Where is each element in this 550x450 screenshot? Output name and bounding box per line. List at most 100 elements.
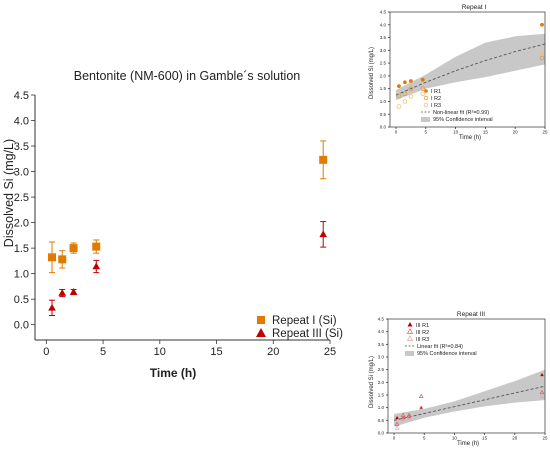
- inset-i-x-tick-label: 0: [395, 130, 398, 135]
- inset-i-y-tick-label: 0.0: [380, 125, 387, 130]
- main-y-tick-label: 4.0: [14, 115, 29, 127]
- main-y-tick-label: 2.0: [14, 217, 29, 229]
- inset-i-x-tick-label: 10: [453, 130, 459, 135]
- main-y-tick-label: 1.5: [14, 243, 29, 255]
- inset-i-x-tick-label: 5: [425, 130, 428, 135]
- main-y-tick-label: 3.0: [14, 166, 29, 178]
- inset-iii-legend: III R1 III R2 III R3 Linear fit (R²=0.84…: [405, 322, 477, 357]
- main-x-tick-label: 5: [100, 346, 106, 358]
- inset-i-y-tick-label: 2.0: [380, 73, 387, 78]
- inset-i-data-point-r2: [402, 91, 408, 97]
- inset-iii-data-point-r2: [418, 393, 424, 398]
- inset-i-y-axis-label: Dissolved Si (mg/L): [369, 47, 375, 99]
- legend-label-iii-band: 95% Confidence interval: [417, 351, 477, 357]
- data-point-repeat-iii: [48, 303, 56, 311]
- inset-iii-data-point-r3: [418, 405, 424, 410]
- inset-i-y-tick-label: 4.5: [380, 10, 387, 15]
- data-point-repeat-i: [69, 244, 78, 253]
- legend-label-iii-r3: III R3: [416, 337, 429, 343]
- inset-i-plot-area: 0 5 10 15 20 25 0.0 0.5 1.0 1.5 2.0 2.5 3.0 3.5 4.0 4.5: [380, 10, 548, 135]
- inset-i-x-tick-label: 20: [513, 130, 519, 135]
- inset-iii-y-tick-label: 2.0: [378, 380, 385, 385]
- inset-iii-x-tick-label: 0: [393, 436, 396, 441]
- inset-i-x-tick-label: 25: [542, 130, 548, 135]
- legend-label-i-band: 95% Confidence interval: [433, 117, 493, 123]
- main-chart-title: Bentonite (NM-600) in Gamble´s solution: [74, 69, 301, 83]
- inset-i-data-point-r1: [403, 80, 407, 85]
- legend-label-iii-fit: Linear fit (R²=0.84): [417, 344, 463, 350]
- inset-i-y-tick-label: 3.5: [380, 35, 387, 40]
- data-point-repeat-i: [92, 242, 101, 251]
- inset-iii-y-axis-label: Dissolved Si (mg/L): [369, 356, 375, 408]
- data-point-repeat-iii: [319, 230, 327, 238]
- legend-marker-iii-r3: [406, 335, 414, 341]
- main-chart: Bentonite (NM-600) in Gamble´s solution …: [2, 69, 343, 380]
- main-chart-plot-area: 0 5 10 15 20 25 0.0 0.5 1.0 1.5 2.0 2.5 3.0 3.5 4.0 4.5: [14, 90, 336, 358]
- inset-iii-x-tick-label: 5: [423, 436, 426, 441]
- legend-marker-repeat-iii: [256, 328, 266, 337]
- main-y-tick-label: 3.5: [14, 141, 29, 153]
- main-x-tick-label: 25: [324, 346, 336, 358]
- inset-iii-x-tick-label: 15: [482, 436, 488, 441]
- legend-label-i-fit: Non-linear fit (R²=0.99): [433, 110, 489, 116]
- inset-iii-y-tick-label: 0.0: [378, 431, 385, 436]
- inset-i-fit-line: [395, 43, 546, 96]
- inset-iii-plot-area: 0 5 10 15 20 25 0.0 0.5 1.0 1.5 2.0 2.5 3.0 3.5 4.0 4.5: [378, 317, 548, 441]
- inset-i-title: Repeat I: [462, 4, 487, 11]
- inset-i-x-tick-label: 15: [483, 130, 489, 135]
- legend-marker-iii-r1: [407, 322, 413, 327]
- main-y-tick-label: 1.0: [14, 268, 29, 280]
- inset-iii-fit-line: [393, 385, 546, 421]
- inset-i-confidence-band: [395, 33, 545, 101]
- inset-iii-data-point-r3: [406, 415, 412, 420]
- inset-i-data-point-r1: [540, 22, 544, 27]
- legend-label-repeat-iii: Repeat III (Si): [272, 328, 343, 340]
- inset-iii-y-tick-label: 3.5: [378, 342, 385, 347]
- inset-i-data-point-r3: [539, 50, 545, 56]
- main-y-tick-label: 4.5: [14, 90, 29, 102]
- legend-marker-i-r2: [423, 95, 429, 101]
- inset-i-y-tick-label: 4.0: [380, 22, 387, 27]
- main-x-tick-label: 15: [210, 346, 222, 358]
- inset-i-x-axis-label: Time (h): [459, 135, 481, 141]
- legend-label-i-r1: I R1: [431, 89, 441, 95]
- inset-i-data-point-r3: [420, 91, 426, 97]
- legend-marker-iii-r2: [406, 328, 414, 334]
- inset-i-y-tick-label: 2.5: [380, 61, 387, 66]
- inset-iii-x-tick-label: 20: [512, 436, 518, 441]
- legend-marker-i-r3: [423, 102, 429, 108]
- data-point-repeat-i: [319, 155, 328, 164]
- legend-marker-i-band: [421, 117, 430, 122]
- inset-iii-y-tick-label: 1.0: [378, 405, 385, 410]
- inset-i-y-tick-label: 3.0: [380, 48, 387, 53]
- legend-marker-repeat-i: [257, 316, 265, 324]
- inset-iii-data-point-r3: [539, 393, 545, 398]
- data-point-repeat-iii: [69, 288, 78, 295]
- inset-chart-repeat-i: Repeat I Time (h) Dissolved Si (mg/L) 0 5…: [369, 4, 548, 141]
- inset-iii-y-tick-label: 0.5: [378, 418, 385, 423]
- inset-iii-data-point-r3: [394, 425, 400, 430]
- inset-i-y-tick-label: 1.5: [380, 86, 387, 91]
- inset-i-data-point-r2: [539, 55, 545, 61]
- inset-iii-x-tick-label: 10: [452, 436, 458, 441]
- inset-chart-repeat-iii: Repeat III Time (h) Dissolved Si (mg/L) …: [369, 311, 548, 447]
- inset-i-data-point-r2: [396, 94, 402, 99]
- legend-marker-i-r1: [424, 89, 428, 93]
- data-point-repeat-i: [58, 255, 67, 264]
- inset-i-data-point-r2: [408, 86, 414, 91]
- inset-i-y-tick-label: 0.5: [380, 112, 387, 117]
- main-y-tick-label: 2.5: [14, 192, 29, 204]
- inset-iii-y-tick-label: 3.0: [378, 355, 385, 360]
- inset-iii-frame: [387, 318, 546, 434]
- main-x-tick-label: 20: [267, 346, 279, 358]
- inset-iii-y-tick-label: 1.5: [378, 393, 385, 398]
- inset-i-y-tick-label: 1.0: [380, 99, 387, 104]
- legend-label-iii-r1: III R1: [416, 323, 429, 329]
- legend-label-i-r3: I R3: [431, 103, 441, 109]
- inset-i-data-point-r1: [397, 84, 401, 89]
- data-point-repeat-i: [48, 253, 57, 262]
- inset-iii-x-axis-label: Time (h): [457, 441, 479, 447]
- data-point-repeat-iii: [92, 262, 101, 270]
- inset-iii-x-tick-label: 25: [542, 436, 548, 441]
